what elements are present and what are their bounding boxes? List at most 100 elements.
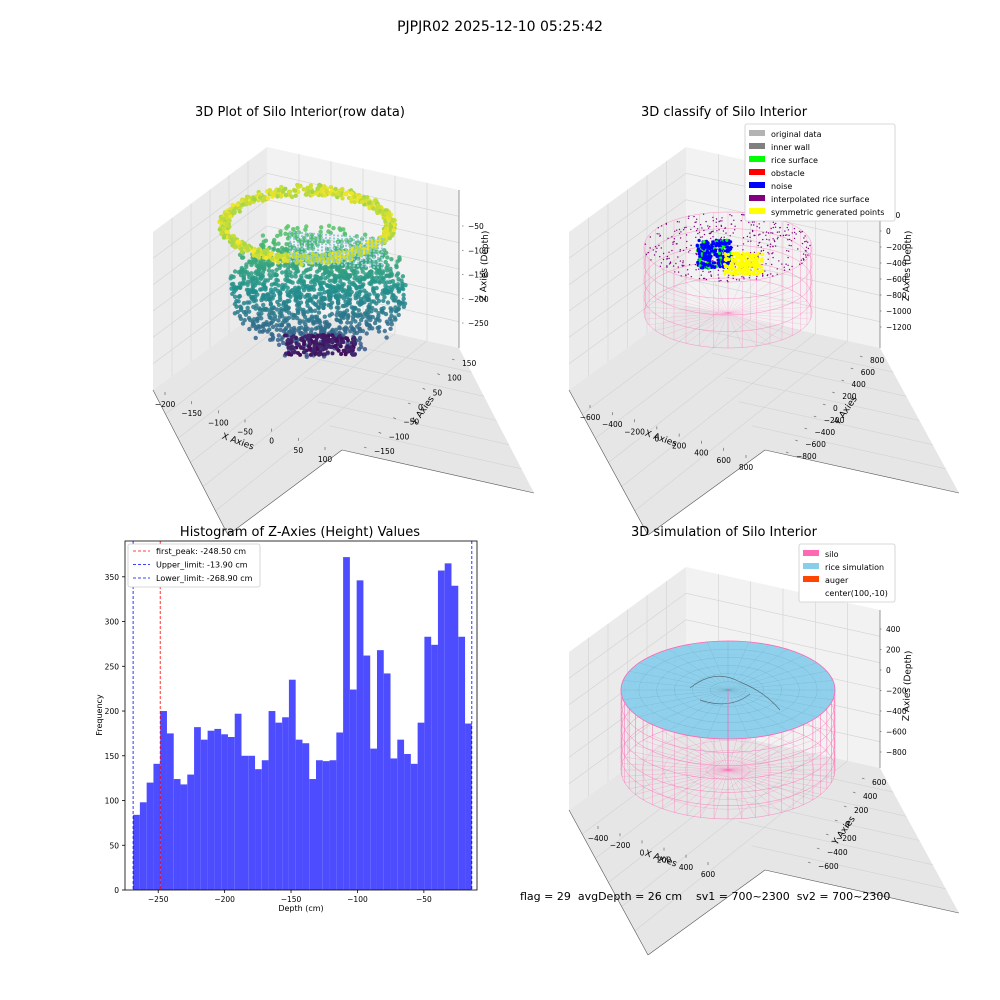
interpolated-point [771, 252, 773, 255]
raw-point [259, 316, 264, 321]
interpolated-point [741, 276, 743, 278]
raw-point [328, 233, 332, 237]
raw-point [358, 317, 364, 323]
raw-point [270, 190, 275, 196]
raw-point [324, 236, 328, 239]
raw-point [258, 275, 264, 280]
rice-mesh-spoke [652, 689, 729, 725]
raw-point [357, 326, 362, 332]
classify-legend-frame [744, 123, 896, 222]
raw-point [292, 247, 296, 250]
noise-point [711, 261, 716, 265]
histogram-legend-entry: Upper_limit: -13.90 cm [156, 561, 248, 570]
raw-point [318, 281, 323, 286]
rice-mesh-spoke [727, 689, 770, 736]
raw-point [319, 291, 324, 296]
raw-point [388, 269, 393, 274]
raw-point [364, 239, 368, 242]
interpolated-point [705, 278, 708, 281]
raw-point [392, 284, 397, 289]
interpolated-point [695, 236, 697, 238]
histogram-bar [437, 570, 445, 890]
raw-point [316, 258, 320, 261]
grid-line [316, 401, 510, 445]
raw-point [280, 249, 285, 254]
silo-floor-spoke [727, 769, 835, 777]
interpolated-point [668, 251, 670, 253]
histogram-y-tick-label: 150 [105, 752, 120, 761]
raw-point [348, 245, 352, 248]
raw-point [352, 261, 356, 264]
raw-point [294, 291, 300, 296]
raw-point [364, 262, 368, 265]
raw-point [300, 231, 304, 234]
interpolated-point [709, 226, 711, 228]
histogram-y-tick-label: 100 [105, 797, 120, 806]
raw-point [306, 267, 311, 272]
raw-point [230, 202, 235, 208]
raw-point [329, 300, 335, 305]
silo-floor-spoke [655, 312, 729, 331]
interpolated-point [788, 268, 791, 271]
raw-point [357, 279, 362, 285]
histogram-bar [295, 739, 303, 890]
raw-point [333, 289, 338, 294]
raw-point [292, 240, 296, 243]
raw-point [344, 263, 348, 267]
raw-point [348, 254, 352, 257]
raw-point [356, 258, 360, 261]
raw-point [275, 233, 280, 239]
raw-point [299, 325, 304, 330]
raw-point [259, 311, 264, 316]
rice-mesh-spoke [686, 644, 729, 691]
raw-point [275, 337, 281, 343]
raw-point [344, 247, 348, 251]
interpolated-point [801, 230, 803, 233]
raw-point [352, 238, 356, 242]
silo-floor-spoke [643, 769, 729, 800]
interpolated-point [652, 249, 654, 251]
raw-point [389, 318, 394, 324]
histogram-y-tick-label: 250 [105, 662, 120, 671]
classify-x-tick-label: −400 [602, 420, 623, 429]
raw-point [299, 262, 304, 267]
histogram-bar [275, 722, 283, 890]
interpolated-point [700, 236, 702, 238]
interpolated-point [787, 224, 789, 226]
interpolated-point [722, 270, 724, 272]
noise-point [701, 243, 705, 247]
raw-point [308, 238, 312, 241]
interpolated-point [772, 221, 774, 223]
raw-point [376, 256, 380, 259]
simulation-z-tick-label: −600 [886, 728, 907, 737]
interpolated-point [765, 263, 767, 265]
raw-point [348, 261, 352, 264]
raw-point [381, 280, 387, 285]
raw-point [332, 243, 336, 246]
raw-point [256, 267, 262, 272]
symmetric-point [727, 265, 731, 269]
raw-point [292, 234, 296, 237]
noise-point [701, 256, 705, 260]
raw-point [320, 242, 324, 246]
noise-point [698, 257, 702, 261]
raw-point [372, 253, 376, 256]
raw-point [360, 236, 364, 239]
interpolated-point [655, 251, 657, 253]
raw-point [247, 326, 252, 332]
raw-point [243, 197, 248, 203]
interpolated-point [735, 279, 738, 281]
interpolated-point [772, 256, 774, 259]
raw-point [356, 236, 360, 239]
interpolated-point [770, 227, 772, 230]
raw-point [340, 271, 346, 276]
silo-floor-spoke [727, 769, 832, 783]
raw-point [262, 248, 267, 254]
raw-point [348, 257, 352, 260]
interpolated-point [685, 247, 688, 249]
raw-point [323, 352, 328, 357]
interpolated-point [717, 274, 719, 276]
raw-point [351, 338, 356, 343]
raw-point [353, 352, 357, 357]
classify-y-ticks: −800 −600 −400 −200 0 200 400 600 800 [785, 355, 885, 461]
